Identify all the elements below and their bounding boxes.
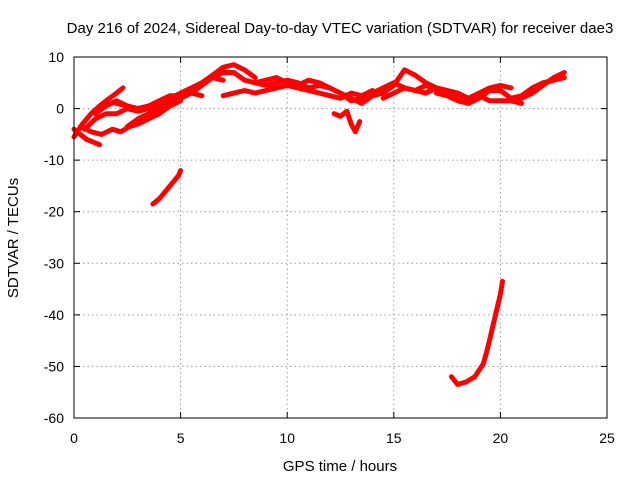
x-tick-label: 25 [599, 430, 615, 446]
y-axis-title: SDTVAR / TECUs [5, 178, 22, 298]
plot-frame [73, 56, 608, 419]
series-arc-7 [124, 70, 333, 130]
x-tick-label: 10 [279, 430, 295, 446]
chart-title: Day 216 of 2024, Sidereal Day-to-day VTE… [67, 20, 614, 37]
y-tick-label: -20 [44, 204, 64, 220]
tick-labels: 0 5 10 15 20 25 -60 -50 -40 -30 -20 -10 0 10 [44, 49, 615, 446]
x-axis-title: GPS time / hours [283, 458, 397, 475]
x-tick-label: 15 [386, 430, 402, 446]
y-tick-label: -50 [44, 358, 64, 374]
series-arc-1 [71, 85, 126, 140]
y-tick-label: -60 [44, 410, 64, 426]
grid-lines [74, 57, 607, 418]
x-tick-label: 20 [493, 430, 509, 446]
series-arc-10 [331, 108, 363, 135]
axis-ticks [73, 56, 608, 419]
y-tick-label: -10 [44, 152, 64, 168]
series-arc-2 [71, 126, 103, 148]
series-layer [71, 62, 567, 387]
y-tick-label: 10 [48, 49, 64, 65]
series-arc-11 [338, 67, 514, 106]
series-arc-12 [380, 85, 525, 106]
y-tick-label: -40 [44, 307, 64, 323]
series-arc-14 [508, 70, 567, 104]
y-tick-label: -30 [44, 255, 64, 271]
series-arc-15 [150, 168, 184, 207]
x-tick-label: 5 [177, 430, 185, 446]
series-arc-16 [448, 278, 505, 387]
y-tick-label: 0 [56, 101, 64, 117]
x-tick-label: 0 [70, 430, 78, 446]
